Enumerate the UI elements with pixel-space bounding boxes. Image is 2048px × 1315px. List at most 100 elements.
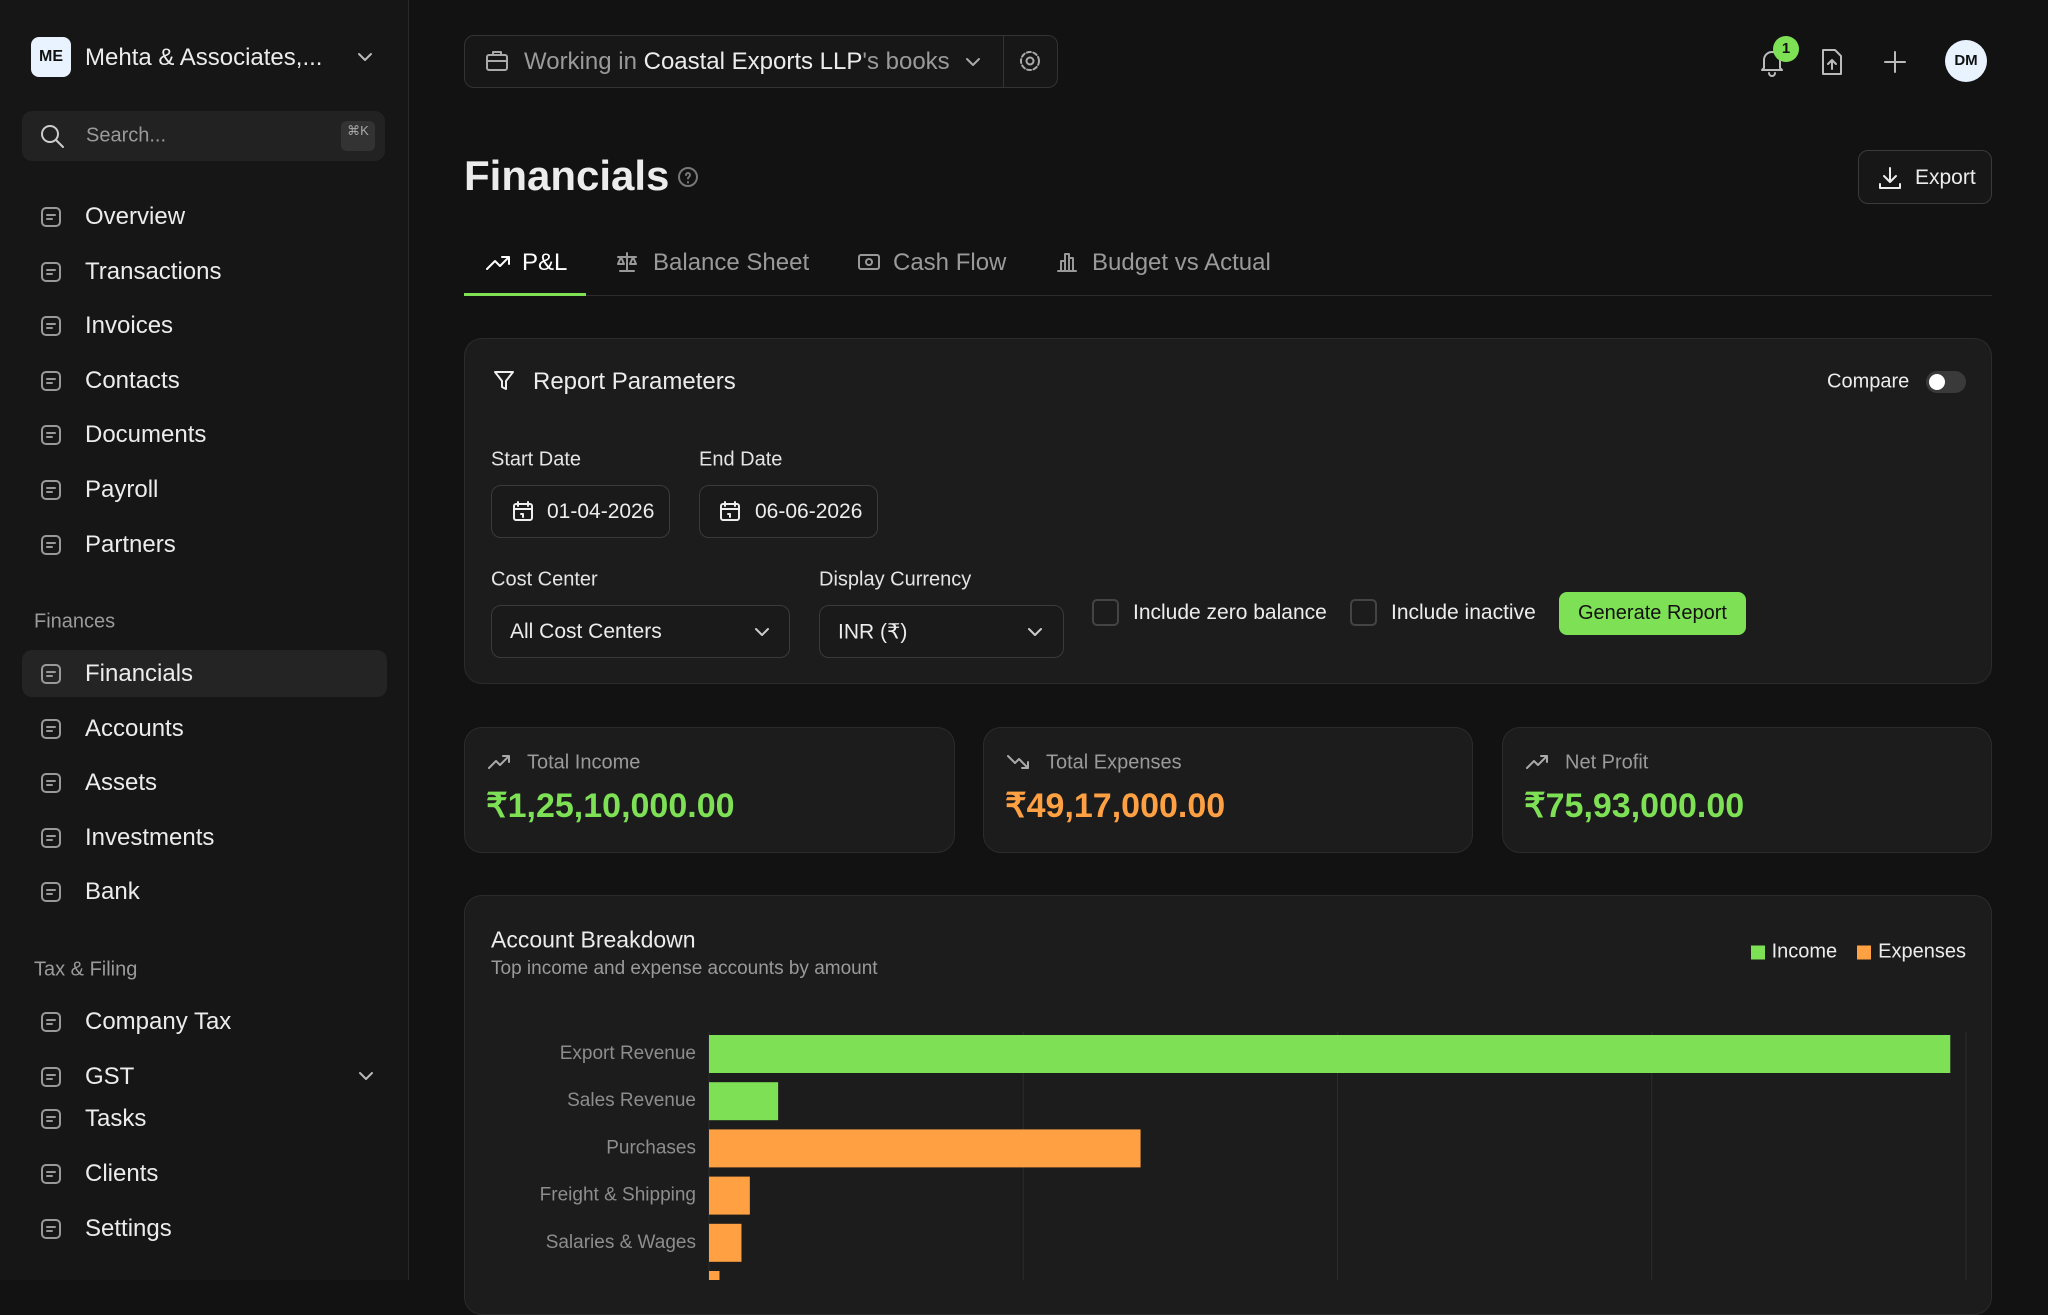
card-label: Net Profit bbox=[1565, 751, 1649, 774]
chart-title: Account Breakdown bbox=[491, 926, 696, 953]
nav-item[interactable]: Company Tax bbox=[85, 1008, 232, 1035]
nav-item[interactable]: Financials bbox=[85, 660, 194, 687]
cost-center-select[interactable] bbox=[491, 605, 790, 658]
workspace-label[interactable]: Working in Coastal Exports LLP's books bbox=[524, 48, 950, 76]
y-tick-label: Export Revenue bbox=[560, 1043, 696, 1064]
workspace-prefix: Working in bbox=[524, 48, 637, 75]
checkbox[interactable] bbox=[1092, 599, 1119, 626]
active-nav-highlight bbox=[22, 650, 387, 697]
start-date-input[interactable] bbox=[491, 485, 670, 538]
workspace-selector[interactable] bbox=[464, 35, 1058, 88]
tab-icon bbox=[486, 256, 510, 270]
active-tab-indicator bbox=[464, 293, 586, 296]
legend-swatch bbox=[1857, 945, 1872, 959]
y-tick-label: Sales Revenue bbox=[567, 1090, 696, 1111]
select-chevron bbox=[755, 628, 769, 636]
field-label: End Date bbox=[699, 448, 783, 471]
end-date-input[interactable] bbox=[699, 485, 878, 538]
nav-icon bbox=[41, 316, 61, 337]
generate-button[interactable]: Generate Report bbox=[1559, 592, 1746, 635]
compare-toggle[interactable] bbox=[1926, 371, 1966, 393]
nav-icon bbox=[41, 882, 61, 903]
nav-item[interactable]: Documents bbox=[85, 421, 207, 449]
org-logo[interactable]: ME bbox=[31, 37, 71, 77]
card-value: ₹75,93,000.00 bbox=[1524, 787, 1745, 825]
nav-icon bbox=[41, 425, 61, 446]
tab[interactable]: Budget vs Actual bbox=[1092, 249, 1271, 276]
tab[interactable]: Cash Flow bbox=[893, 249, 1007, 276]
nav-item[interactable]: Transactions bbox=[85, 257, 222, 285]
start-date[interactable]: 01-04-2026 bbox=[547, 500, 655, 523]
export-button[interactable] bbox=[1858, 150, 1992, 204]
legend-label: Expenses bbox=[1878, 940, 1966, 963]
nav-item[interactable]: Overview bbox=[85, 203, 186, 230]
tab[interactable]: P&L bbox=[522, 249, 568, 276]
search-box[interactable] bbox=[22, 111, 385, 161]
org-chevron[interactable] bbox=[356, 50, 374, 64]
nav-section-title: Tax & Filing bbox=[34, 958, 138, 981]
bar bbox=[709, 1129, 1141, 1168]
legend-swatch bbox=[1750, 945, 1765, 959]
bar bbox=[709, 1176, 750, 1215]
chart-subtitle: Top income and expense accounts by amoun… bbox=[491, 958, 878, 979]
avatar[interactable]: DM bbox=[1945, 40, 1987, 82]
nav-item[interactable]: Investments bbox=[85, 823, 215, 851]
nav-item[interactable]: Clients bbox=[85, 1160, 159, 1187]
field-label: Start Date bbox=[491, 448, 582, 471]
workspace-name: Coastal Exports LLP bbox=[643, 48, 863, 75]
org-name[interactable]: Mehta & Associates,... bbox=[85, 44, 323, 71]
card-label: Total Expenses bbox=[1046, 751, 1182, 774]
checkbox-label[interactable]: Include inactive bbox=[1391, 601, 1536, 624]
upload-button[interactable] bbox=[1820, 47, 1844, 77]
panel-title: Report Parameters bbox=[533, 368, 736, 395]
nav-item[interactable]: Settings bbox=[85, 1215, 172, 1242]
help-icon[interactable] bbox=[676, 165, 700, 189]
currency[interactable]: INR (₹) bbox=[838, 620, 908, 644]
workspace-suffix: 's books bbox=[862, 48, 950, 75]
nav-icon bbox=[41, 773, 61, 794]
legend: Income Expenses bbox=[1750, 941, 1966, 964]
nav-icon bbox=[41, 827, 61, 848]
tab-icon bbox=[858, 254, 880, 270]
tab[interactable]: Balance Sheet bbox=[653, 249, 810, 276]
nav-item[interactable]: GST bbox=[85, 1062, 135, 1090]
page-title: Financials bbox=[464, 152, 670, 199]
nav-item[interactable]: Bank bbox=[85, 878, 140, 906]
nav-item[interactable]: Assets bbox=[85, 769, 158, 797]
trend-up-icon bbox=[1526, 755, 1548, 769]
nav-item[interactable]: Partners bbox=[85, 530, 176, 558]
body: ME Mehta & Associates,... Search... ⌘K O… bbox=[22, 0, 1992, 1315]
nav-item[interactable]: Payroll bbox=[85, 476, 159, 503]
export-label[interactable]: Export bbox=[1915, 166, 1976, 189]
bar bbox=[709, 1082, 779, 1121]
card-value: ₹49,17,000.00 bbox=[1005, 787, 1226, 825]
search-placeholder[interactable]: Search... bbox=[86, 124, 167, 147]
calendar-icon bbox=[720, 501, 740, 521]
cost-center[interactable]: All Cost Centers bbox=[510, 620, 662, 643]
legend-item: Expenses bbox=[1857, 941, 1966, 964]
nav-icon bbox=[41, 1219, 61, 1239]
filter-icon bbox=[494, 371, 514, 390]
currency-select[interactable] bbox=[819, 605, 1064, 658]
toggle-knob bbox=[1929, 374, 1945, 390]
summary-card bbox=[983, 727, 1473, 853]
page: Financials {"sidebar": {"org_initials": … bbox=[22, 0, 1992, 1315]
add-button[interactable] bbox=[1882, 49, 1908, 75]
nav-icon bbox=[41, 664, 61, 684]
checkbox-label[interactable]: Include zero balance bbox=[1133, 601, 1327, 624]
calendar-icon bbox=[513, 501, 533, 521]
nav-item[interactable]: Tasks bbox=[85, 1105, 147, 1132]
search-shortcut: ⌘K bbox=[341, 121, 375, 151]
end-date[interactable]: 06-06-2026 bbox=[755, 500, 863, 523]
gst-chevron[interactable] bbox=[357, 1069, 375, 1083]
notification-badge: 1 bbox=[1773, 36, 1799, 62]
select-chevron bbox=[1028, 628, 1042, 636]
nav-item[interactable]: Contacts bbox=[85, 366, 180, 394]
tab-icon bbox=[1057, 253, 1077, 272]
field-label: Cost Center bbox=[491, 568, 598, 591]
nav-item[interactable]: Accounts bbox=[85, 714, 184, 742]
y-tick-label: Salaries & Wages bbox=[546, 1232, 696, 1253]
settings-button[interactable] bbox=[1018, 49, 1042, 73]
nav-item[interactable]: Invoices bbox=[85, 312, 174, 340]
checkbox[interactable] bbox=[1350, 599, 1377, 626]
